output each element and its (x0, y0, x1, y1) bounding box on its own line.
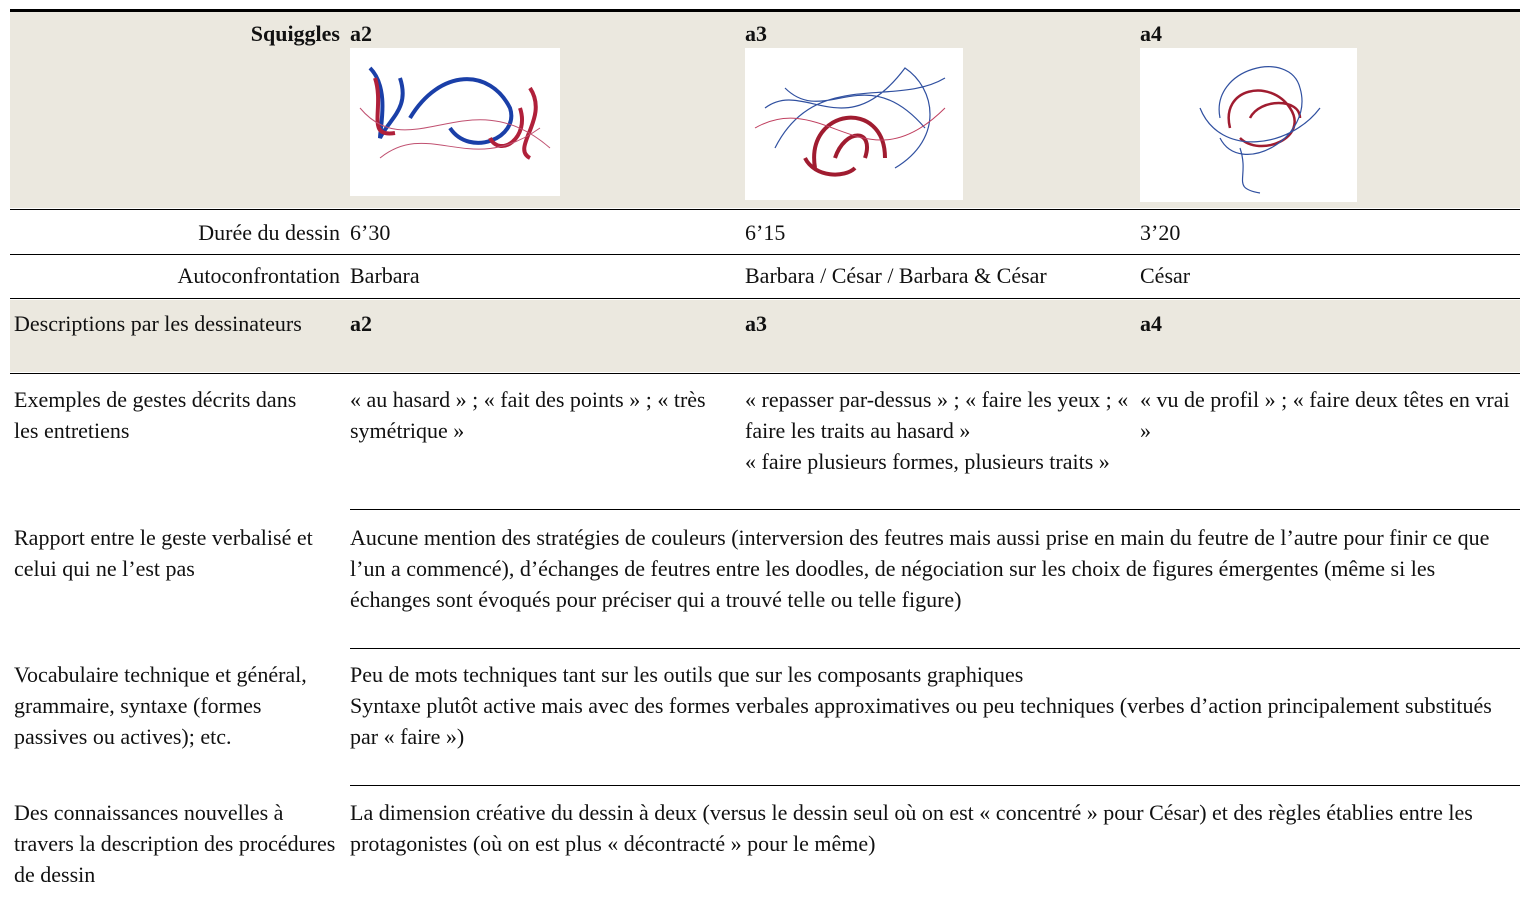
squiggle-image (745, 48, 963, 200)
cell: César (1140, 263, 1191, 288)
row-label: Durée du dessin (198, 220, 340, 245)
rule (350, 785, 1520, 786)
section-bg (10, 300, 1520, 372)
rule (10, 209, 1520, 210)
row-label: Vocabulaire technique et général, gramma… (14, 662, 307, 749)
col-head: a2 (350, 21, 372, 46)
section-label: Descriptions par les dessinateurs (14, 311, 302, 336)
cell: La dimension créative du dessin à deux (… (350, 800, 1473, 856)
cell: Aucune mention des stratégies de couleur… (350, 525, 1490, 612)
rule (350, 648, 1520, 649)
col-head: a3 (745, 21, 767, 46)
row-label: Des connaissances nouvelles à travers la… (14, 800, 336, 887)
cell: 6’30 (350, 220, 391, 245)
col-head: a4 (1140, 311, 1162, 336)
col-head: a4 (1140, 21, 1162, 46)
rule (10, 298, 1520, 299)
cell: Barbara (350, 263, 420, 288)
cell: Barbara / César / Barbara & César (745, 263, 1047, 288)
rule (10, 373, 1520, 374)
rule (10, 254, 1520, 255)
cell: « repasser par-dessus » ; « faire les ye… (745, 387, 1129, 474)
rule (350, 509, 1520, 510)
row-label: Exemples de gestes décrits dans les entr… (14, 387, 297, 443)
top-rule (10, 9, 1520, 12)
cell: 3’20 (1140, 220, 1181, 245)
cell: « au hasard » ; « fait des points » ; « … (350, 387, 706, 443)
header-label: Squiggles (250, 21, 340, 46)
row-label: Autoconfrontation (177, 263, 340, 288)
col-head: a3 (745, 311, 767, 336)
cell: Peu de mots techniques tant sur les outi… (350, 662, 1492, 749)
row-label: Rapport entre le geste verbalisé et celu… (14, 525, 313, 581)
cell: 6’15 (745, 220, 786, 245)
squiggle-image (350, 48, 560, 196)
cell: « vu de profil » ; « faire deux têtes en… (1140, 387, 1510, 443)
squiggle-image (1140, 48, 1357, 202)
col-head: a2 (350, 311, 372, 336)
